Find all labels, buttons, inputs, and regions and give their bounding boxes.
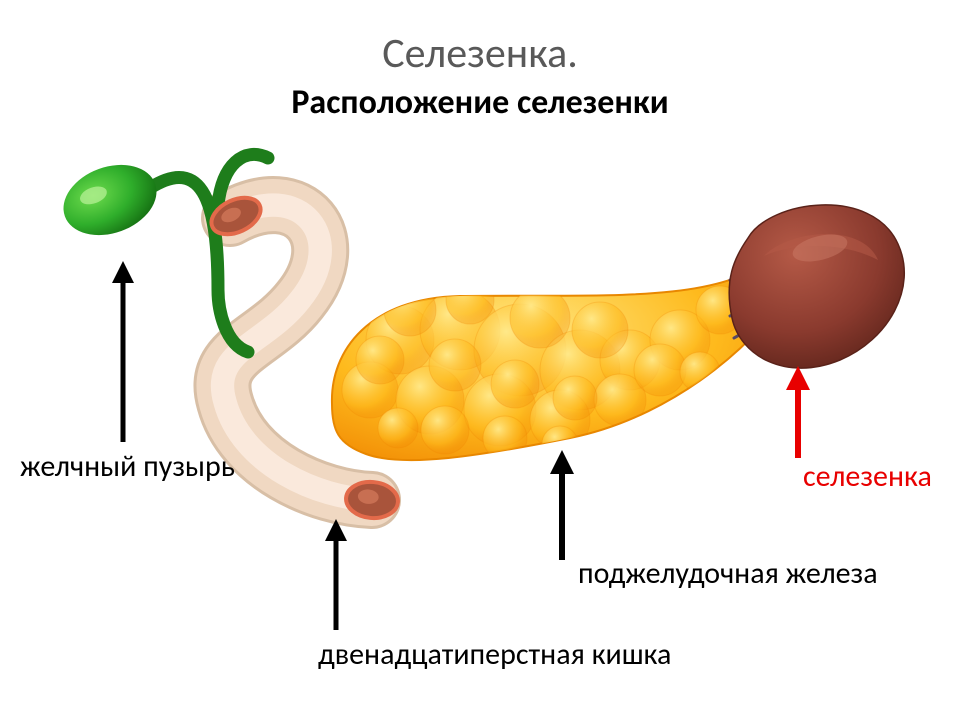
label-spleen: селезенка — [803, 458, 932, 495]
anatomy-svg — [0, 0, 960, 720]
diagram-stage: Селезенка. Расположение селезенки желчны… — [0, 0, 960, 720]
label-gallbladder: желчный пузырь — [20, 448, 235, 485]
label-duodenum: двенадцатиперстная кишка — [318, 636, 671, 673]
label-pancreas: поджелудочная железа — [578, 555, 878, 592]
